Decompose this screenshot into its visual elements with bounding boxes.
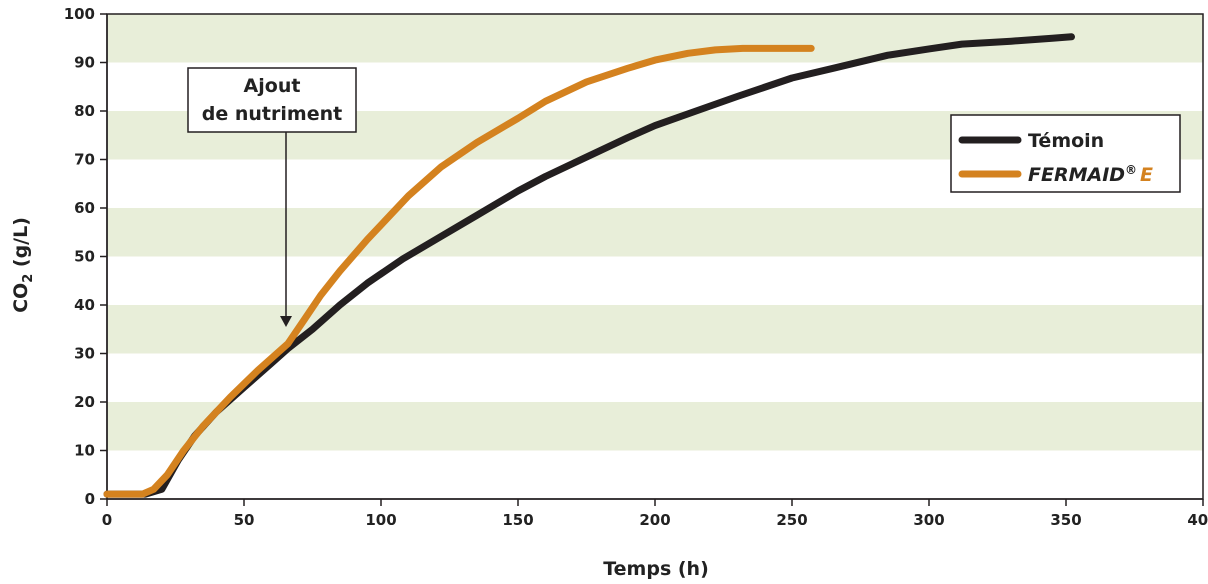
y-tick-label: 50	[74, 248, 95, 266]
legend-box	[950, 114, 1181, 193]
annotation-line-1: Ajout	[244, 75, 301, 97]
y-tick-label: 20	[74, 393, 95, 411]
y-tick-label: 80	[74, 102, 95, 120]
x-tick-label: 50	[234, 511, 255, 529]
y-tick-label: 90	[74, 54, 95, 72]
legend-label-fermaid-suffix: E	[1140, 164, 1153, 186]
legend-label-temoin: Témoin	[1028, 130, 1104, 152]
grid-band	[107, 450, 1203, 499]
x-tick-label: 150	[502, 511, 533, 529]
series-lines	[103, 33, 1075, 498]
y-tick-label: 30	[74, 345, 95, 363]
grid-band	[107, 305, 1203, 354]
y-tick-label: 60	[74, 199, 95, 217]
legend-label-fermaid-main: FERMAID	[1028, 164, 1125, 186]
grid-band	[107, 353, 1203, 402]
legend-label-fermaid-reg: ®	[1125, 163, 1137, 177]
x-axis-title: Temps (h)	[603, 558, 709, 580]
x-tick-label: 400	[1187, 511, 1208, 529]
x-tick-label: 100	[365, 511, 396, 529]
grid-band	[107, 208, 1203, 257]
x-tick-label: 0	[102, 511, 112, 529]
y-axis-title-suffix: (g/L)	[10, 217, 32, 274]
legend-label-fermaid: FERMAID® E	[1028, 163, 1153, 186]
y-axis: 0 10 20 30 40 50 60 70 80 90 100	[64, 5, 108, 508]
grid-band	[107, 402, 1203, 451]
x-tick-label: 300	[913, 511, 944, 529]
nutrient-annotation: Ajout de nutriment	[187, 67, 357, 327]
x-axis: 0 50 100 150 200 250 300 350 400	[102, 498, 1208, 529]
annotation-line-2: de nutriment	[202, 103, 342, 125]
y-tick-label: 10	[74, 442, 95, 460]
y-tick-label: 40	[74, 296, 95, 314]
y-axis-title-prefix: CO	[10, 283, 32, 313]
y-tick-label: 0	[85, 490, 95, 508]
x-tick-label: 250	[776, 511, 807, 529]
x-tick-label: 200	[639, 511, 670, 529]
y-axis-title-subscript: 2	[21, 274, 36, 283]
annotation-box	[187, 67, 357, 133]
grid-band	[107, 256, 1203, 305]
annotation-arrow-head	[280, 316, 292, 327]
y-tick-label: 70	[74, 151, 95, 169]
series-line-fermaid	[103, 44, 815, 498]
y-axis-title: CO2 (g/L)	[10, 217, 36, 313]
x-tick-label: 350	[1050, 511, 1081, 529]
legend: Témoin FERMAID® E	[950, 114, 1181, 193]
y-tick-label: 100	[64, 5, 95, 23]
